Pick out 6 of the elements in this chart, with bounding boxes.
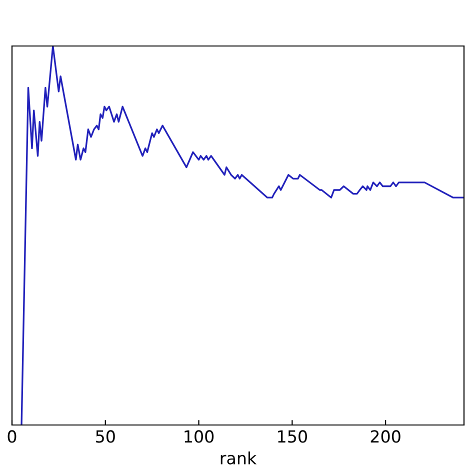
x-tick-label: 50	[96, 430, 115, 443]
x-axis-title: rank	[220, 452, 257, 464]
x-tick-label: 150	[278, 430, 307, 443]
x-tick-label: 0	[8, 430, 16, 443]
x-tick-label: 200	[370, 430, 400, 443]
x-tick-label: 100	[184, 430, 214, 443]
